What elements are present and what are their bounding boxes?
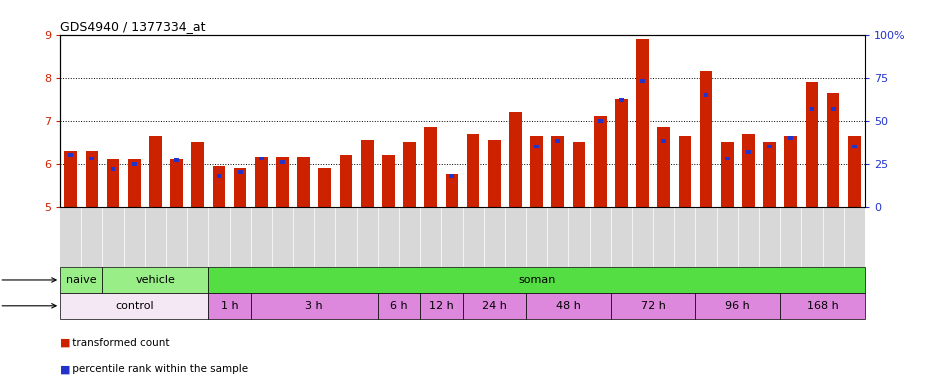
Text: transformed count: transformed count bbox=[69, 338, 170, 348]
Text: 168 h: 168 h bbox=[807, 301, 838, 311]
Bar bbox=[450, 174, 454, 178]
Bar bbox=[848, 136, 860, 207]
Bar bbox=[742, 134, 755, 207]
Bar bbox=[65, 151, 77, 207]
Bar bbox=[679, 136, 691, 207]
Bar bbox=[704, 93, 709, 97]
Bar bbox=[530, 136, 543, 207]
Bar bbox=[174, 158, 179, 162]
Bar bbox=[763, 142, 776, 207]
Bar bbox=[806, 82, 819, 207]
Text: agent: agent bbox=[0, 275, 56, 285]
Text: ■: ■ bbox=[60, 338, 70, 348]
Bar bbox=[103, 267, 208, 293]
Bar bbox=[746, 150, 751, 154]
Bar bbox=[111, 167, 116, 171]
Bar bbox=[149, 136, 162, 207]
Bar bbox=[573, 142, 586, 207]
Text: 48 h: 48 h bbox=[556, 301, 581, 311]
Bar bbox=[699, 71, 712, 207]
Bar bbox=[208, 267, 865, 293]
Bar bbox=[594, 116, 607, 207]
Text: 72 h: 72 h bbox=[641, 301, 665, 311]
Bar bbox=[255, 157, 267, 207]
Bar bbox=[377, 293, 420, 319]
Bar bbox=[213, 166, 226, 207]
Bar bbox=[277, 157, 289, 207]
Bar bbox=[60, 267, 103, 293]
Bar bbox=[280, 160, 285, 164]
Bar bbox=[85, 151, 98, 207]
Bar bbox=[425, 127, 438, 207]
Text: vehicle: vehicle bbox=[135, 275, 176, 285]
Bar bbox=[658, 127, 670, 207]
Bar bbox=[696, 293, 780, 319]
Bar bbox=[831, 107, 835, 111]
Text: naive: naive bbox=[66, 275, 96, 285]
Bar bbox=[535, 144, 539, 149]
Bar bbox=[318, 168, 331, 207]
Bar bbox=[259, 157, 264, 161]
Bar bbox=[90, 157, 94, 161]
Text: 12 h: 12 h bbox=[429, 301, 453, 311]
Bar bbox=[487, 140, 500, 207]
Bar bbox=[827, 93, 840, 207]
Text: 1 h: 1 h bbox=[221, 301, 239, 311]
Bar bbox=[403, 142, 416, 207]
Text: percentile rank within the sample: percentile rank within the sample bbox=[69, 364, 249, 374]
Bar bbox=[721, 142, 734, 207]
Text: control: control bbox=[115, 301, 154, 311]
Bar bbox=[191, 142, 204, 207]
Bar bbox=[251, 293, 377, 319]
Bar bbox=[788, 136, 793, 140]
Bar bbox=[238, 170, 242, 174]
Bar bbox=[780, 293, 865, 319]
Bar bbox=[297, 157, 310, 207]
Bar bbox=[598, 119, 602, 122]
Bar bbox=[509, 112, 522, 207]
Bar bbox=[60, 293, 208, 319]
Bar bbox=[68, 153, 73, 157]
Bar bbox=[446, 174, 458, 207]
Bar bbox=[852, 144, 857, 149]
Bar bbox=[767, 144, 772, 149]
Text: ■: ■ bbox=[60, 364, 70, 374]
Bar bbox=[132, 162, 137, 166]
Text: soman: soman bbox=[518, 275, 555, 285]
Bar bbox=[809, 107, 814, 111]
Bar bbox=[361, 140, 374, 207]
Bar bbox=[784, 136, 797, 207]
Bar bbox=[420, 293, 462, 319]
Bar bbox=[725, 157, 730, 161]
Bar bbox=[216, 174, 221, 178]
Bar bbox=[467, 134, 479, 207]
Bar bbox=[462, 293, 526, 319]
Text: time: time bbox=[0, 301, 56, 311]
Text: GDS4940 / 1377334_at: GDS4940 / 1377334_at bbox=[60, 20, 205, 33]
Bar bbox=[636, 39, 648, 207]
Bar bbox=[615, 99, 628, 207]
Bar bbox=[208, 293, 251, 319]
Bar bbox=[128, 159, 141, 207]
Bar bbox=[170, 159, 183, 207]
Bar bbox=[526, 293, 610, 319]
Bar bbox=[619, 98, 623, 102]
Bar bbox=[339, 155, 352, 207]
Bar bbox=[551, 136, 564, 207]
Text: 96 h: 96 h bbox=[725, 301, 750, 311]
Bar bbox=[106, 159, 119, 207]
Bar bbox=[234, 168, 246, 207]
Bar bbox=[610, 293, 696, 319]
Bar bbox=[555, 139, 561, 143]
Text: 6 h: 6 h bbox=[390, 301, 408, 311]
Bar bbox=[661, 139, 666, 143]
Text: 3 h: 3 h bbox=[305, 301, 323, 311]
Text: 24 h: 24 h bbox=[482, 301, 507, 311]
Bar bbox=[640, 79, 645, 83]
Bar bbox=[382, 155, 395, 207]
